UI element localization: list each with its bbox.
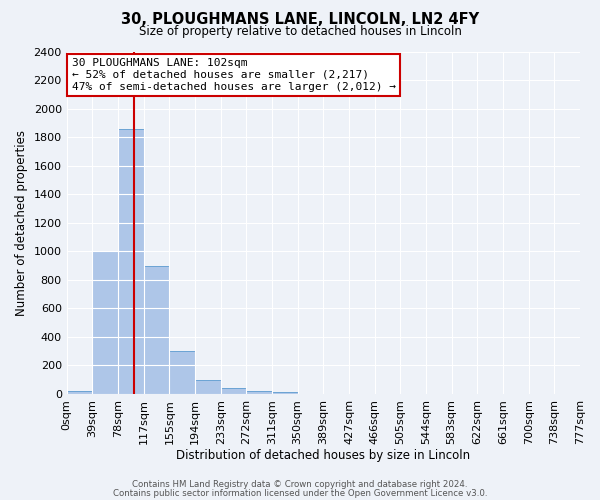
Bar <box>221 388 247 394</box>
Bar <box>169 351 195 394</box>
Bar <box>247 391 272 394</box>
Y-axis label: Number of detached properties: Number of detached properties <box>15 130 28 316</box>
Bar <box>92 252 118 394</box>
Bar <box>118 128 143 394</box>
Text: Size of property relative to detached houses in Lincoln: Size of property relative to detached ho… <box>139 25 461 38</box>
Text: 30 PLOUGHMANS LANE: 102sqm
← 52% of detached houses are smaller (2,217)
47% of s: 30 PLOUGHMANS LANE: 102sqm ← 52% of deta… <box>72 58 396 92</box>
Bar <box>195 380 221 394</box>
X-axis label: Distribution of detached houses by size in Lincoln: Distribution of detached houses by size … <box>176 450 470 462</box>
Bar <box>272 392 298 394</box>
Bar <box>143 266 169 394</box>
Text: Contains public sector information licensed under the Open Government Licence v3: Contains public sector information licen… <box>113 488 487 498</box>
Bar <box>67 391 92 394</box>
Text: Contains HM Land Registry data © Crown copyright and database right 2024.: Contains HM Land Registry data © Crown c… <box>132 480 468 489</box>
Text: 30, PLOUGHMANS LANE, LINCOLN, LN2 4FY: 30, PLOUGHMANS LANE, LINCOLN, LN2 4FY <box>121 12 479 28</box>
